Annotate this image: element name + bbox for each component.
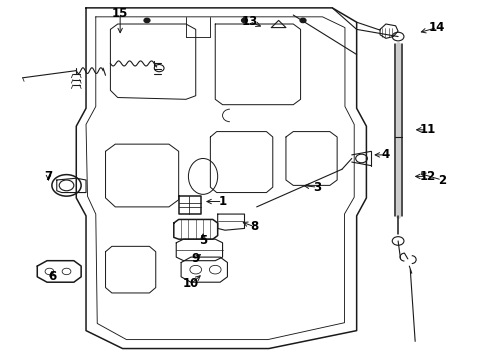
Text: 11: 11 — [418, 123, 435, 136]
Circle shape — [154, 64, 163, 72]
Circle shape — [45, 268, 54, 275]
Circle shape — [144, 18, 150, 23]
Circle shape — [59, 180, 74, 191]
Circle shape — [391, 237, 403, 245]
Text: 9: 9 — [191, 252, 200, 265]
Text: 4: 4 — [381, 148, 389, 161]
Text: 8: 8 — [250, 220, 258, 233]
Text: 2: 2 — [437, 174, 445, 186]
Text: 15: 15 — [112, 7, 128, 20]
Circle shape — [300, 18, 305, 23]
Circle shape — [209, 265, 221, 274]
Text: 5: 5 — [199, 234, 207, 247]
Text: 3: 3 — [313, 181, 321, 194]
Circle shape — [355, 154, 366, 163]
Text: 13: 13 — [241, 15, 257, 28]
Text: 14: 14 — [428, 21, 445, 34]
Circle shape — [52, 175, 81, 196]
Circle shape — [62, 268, 71, 275]
Text: 6: 6 — [48, 270, 56, 283]
Text: 1: 1 — [218, 195, 226, 208]
Text: 10: 10 — [183, 278, 199, 291]
Circle shape — [391, 32, 403, 41]
Circle shape — [189, 265, 201, 274]
Text: 7: 7 — [44, 170, 52, 183]
Circle shape — [241, 18, 247, 23]
Text: 12: 12 — [418, 170, 435, 183]
